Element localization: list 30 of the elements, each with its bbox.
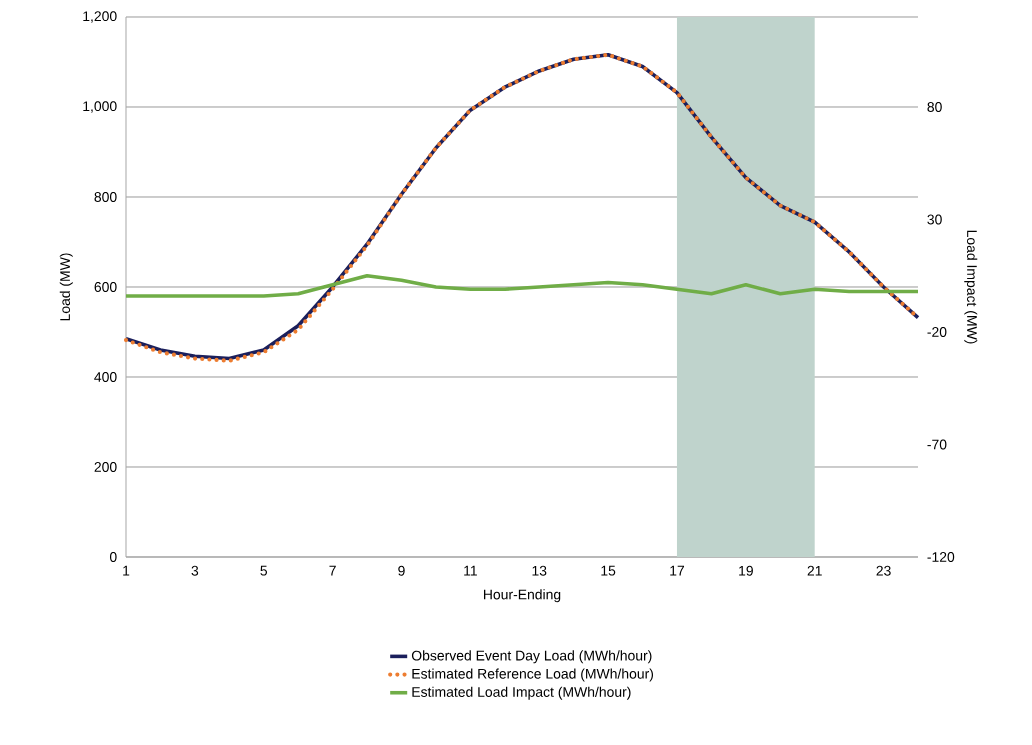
- x-tick-label: 15: [601, 565, 616, 576]
- y2-tick-label: -120: [927, 552, 955, 562]
- x-axis-title: Hour-Ending: [483, 589, 561, 603]
- legend-label: Estimated Load Impact (MWh/hour): [412, 686, 631, 700]
- x-tick-label: 19: [739, 565, 753, 576]
- legend-label: Estimated Reference Load (MWh/hour): [412, 668, 654, 682]
- y-tick-label: 1,000: [83, 101, 117, 113]
- y-tick-label: 600: [94, 282, 117, 292]
- x-tick-label: 9: [398, 565, 405, 576]
- x-tick-label: 21: [807, 565, 822, 576]
- y2-tick-label: -20: [927, 327, 947, 337]
- x-tick-label: 3: [191, 565, 199, 576]
- legend-label: Observed Event Day Load (MWh/hour): [411, 650, 652, 664]
- x-tick-label: 11: [464, 565, 477, 576]
- x-tick-label: 23: [876, 565, 891, 576]
- y2-tick-label: 30: [927, 214, 942, 225]
- y2-tick-label: 80: [927, 102, 942, 112]
- x-tick-label: 1: [123, 565, 130, 576]
- x-tick-label: 5: [260, 565, 268, 576]
- y-tick-label: 200: [94, 462, 117, 472]
- y-axis-title: Load (MW): [59, 253, 73, 321]
- y2-axis-title: Load Impact (MW): [964, 230, 978, 344]
- x-tick-label: 17: [670, 565, 685, 576]
- x-tick-label: 7: [329, 565, 336, 576]
- y-tick-label: 0: [109, 552, 117, 562]
- y-tick-label: 1,200: [83, 11, 117, 23]
- y2-tick-label: -70: [927, 439, 947, 450]
- y-tick-label: 800: [94, 192, 117, 202]
- y-tick-label: 400: [94, 372, 117, 382]
- x-tick-label: 13: [532, 565, 547, 576]
